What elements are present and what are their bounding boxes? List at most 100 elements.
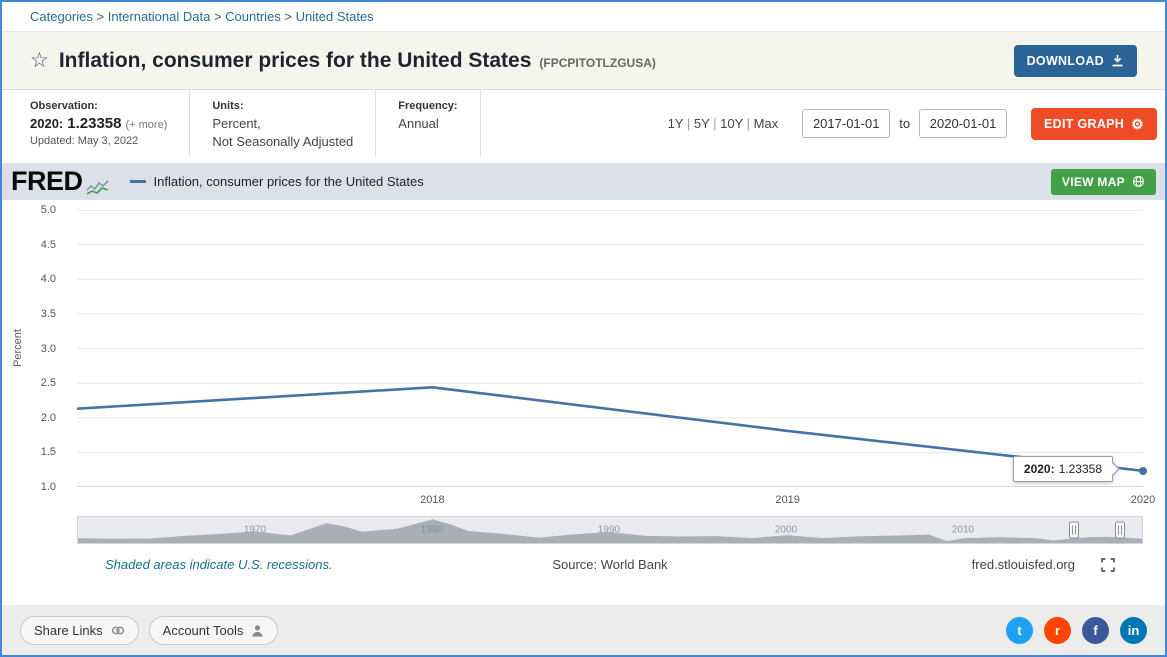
range-link-5y[interactable]: 5Y — [693, 116, 710, 131]
view-map-button[interactable]: VIEW MAP — [1050, 168, 1156, 195]
chart-legend: Inflation, consumer prices for the Unite… — [129, 174, 424, 189]
minimap-year-label: 2010 — [951, 524, 975, 536]
breadcrumb-link[interactable]: International Data — [107, 9, 211, 24]
frequency-value: Annual — [398, 116, 439, 131]
tooltip-value: 1.23358 — [1058, 461, 1102, 476]
minimap-year-label: 1970 — [243, 524, 267, 536]
x-tick-label: 2019 — [775, 494, 800, 506]
social-icons: t r f in — [1006, 616, 1147, 644]
page-title: Inflation, consumer prices for the Unite… — [58, 48, 532, 72]
minimap-year-label: 1990 — [597, 524, 621, 536]
range-link-1y[interactable]: 1Y — [667, 116, 684, 131]
updated-date: Updated: May 3, 2022 — [30, 135, 139, 147]
frequency-label: Frequency: — [398, 100, 458, 112]
range-separator: | — [709, 116, 721, 131]
breadcrumb-link[interactable]: Categories — [30, 9, 93, 24]
observation-date: 2020: — [30, 116, 64, 131]
observation-column: Observation: 2020: 1.23358 (+ more) Upda… — [30, 90, 191, 157]
link-icon — [111, 626, 124, 634]
data-point-marker[interactable] — [1139, 466, 1147, 475]
globe-icon — [1132, 175, 1145, 188]
observation-label: Observation: — [30, 100, 98, 112]
fullscreen-button[interactable] — [1101, 557, 1115, 572]
fullscreen-icon — [1101, 557, 1115, 572]
view-map-label: VIEW MAP — [1061, 174, 1125, 189]
y-axis-title: Percent — [12, 329, 24, 367]
series-id: (FPCPITOTLZGUSA) — [539, 55, 656, 70]
date-to-input[interactable] — [919, 109, 1008, 138]
fred-logo[interactable]: FRED — [11, 168, 110, 195]
slider-handle-left[interactable] — [1068, 521, 1079, 539]
graph-header-bar: FRED Inflation, consumer prices for the … — [2, 163, 1165, 200]
twitter-icon[interactable]: t — [1006, 616, 1033, 644]
chart-tooltip: 2020: 1.23358 — [1012, 455, 1113, 482]
y-tick-label: 2.0 — [40, 411, 56, 424]
range-link-10y[interactable]: 10Y — [720, 116, 744, 131]
fred-logo-text: FRED — [11, 166, 83, 196]
site-link[interactable]: fred.stlouisfed.org — [971, 557, 1075, 572]
y-tick-label: 4.0 — [40, 273, 56, 286]
breadcrumb-separator: > — [280, 9, 296, 24]
slider-handle-right[interactable] — [1114, 521, 1125, 539]
download-button[interactable]: DOWNLOAD — [1013, 44, 1137, 77]
share-links-label: Share Links — [34, 622, 103, 638]
observation-value: 1.23358 — [67, 115, 122, 132]
legend-label: Inflation, consumer prices for the Unite… — [153, 174, 424, 189]
date-range-controls: 1Y | 5Y | 10Y | Max to EDIT GRAPH ⚙ — [668, 90, 1165, 157]
linkedin-icon[interactable]: in — [1120, 616, 1147, 644]
units-column: Units: Percent, Not Seasonally Adjusted — [212, 90, 377, 157]
legend-line-swatch — [129, 180, 146, 183]
account-tools-button[interactable]: Account Tools — [148, 615, 279, 645]
facebook-icon[interactable]: f — [1082, 616, 1109, 644]
y-tick-label: 5.0 — [40, 204, 56, 216]
breadcrumb-link[interactable]: Countries — [225, 9, 281, 24]
y-tick-label: 1.5 — [40, 446, 56, 459]
source-note: Source: World Bank — [552, 557, 668, 572]
range-selector: 1Y | 5Y | 10Y | Max — [668, 116, 779, 131]
recessions-note: Shaded areas indicate U.S. recessions. — [105, 557, 333, 572]
range-separator: | — [743, 116, 754, 131]
bottom-toolbar: Share Links Account Tools t r f in — [2, 605, 1165, 655]
graph-footer: Shaded areas indicate U.S. recessions. S… — [77, 544, 1143, 572]
x-axis: 2018 2019 2020 — [77, 487, 1155, 511]
download-button-label: DOWNLOAD — [1026, 53, 1104, 68]
edit-graph-button[interactable]: EDIT GRAPH ⚙ — [1031, 107, 1157, 140]
range-link-max[interactable]: Max — [753, 116, 779, 131]
chart-area: 5.0 4.5 4.0 3.5 3.0 2.5 2.0 1.5 1.0 Percent 2020… — [2, 200, 1165, 572]
series-header: ☆ Inflation, consumer prices for the Uni… — [2, 32, 1165, 90]
units-value-line2: Not Seasonally Adjusted — [212, 133, 354, 149]
range-slider[interactable]: 1970 1980 1990 2000 2010 — [77, 516, 1143, 544]
x-tick-label: 2020 — [1130, 494, 1156, 506]
user-icon — [252, 624, 264, 636]
date-from-input[interactable] — [802, 109, 891, 138]
y-tick-label: 1.0 — [40, 481, 56, 493]
breadcrumb-separator: > — [92, 9, 108, 24]
line-chart — [77, 210, 1143, 487]
date-to-label: to — [899, 116, 911, 131]
units-value-line1: Percent, — [212, 116, 261, 131]
share-links-button[interactable]: Share Links — [20, 615, 139, 645]
range-slider-minimap — [78, 519, 1142, 543]
y-tick-label: 3.5 — [40, 307, 56, 320]
minimap-year-label: 1980 — [420, 524, 444, 536]
reddit-icon[interactable]: r — [1044, 616, 1071, 644]
breadcrumb-separator: > — [210, 9, 226, 24]
account-tools-label: Account Tools — [162, 622, 244, 638]
favorite-star-icon[interactable]: ☆ — [30, 49, 49, 72]
observation-more-link[interactable]: (+ more) — [125, 119, 168, 131]
range-separator: | — [683, 116, 694, 131]
gear-icon: ⚙ — [1131, 115, 1144, 132]
minimap-year-label: 2000 — [774, 524, 798, 536]
breadcrumb-link[interactable]: United States — [295, 9, 374, 24]
y-axis: 5.0 4.5 4.0 3.5 3.0 2.5 2.0 1.5 1.0 — [2, 200, 64, 500]
y-tick-label: 4.5 — [40, 238, 56, 251]
y-tick-label: 2.5 — [40, 377, 56, 390]
tooltip-date: 2020: — [1023, 461, 1055, 476]
series-meta-bar: Observation: 2020: 1.23358 (+ more) Upda… — [2, 90, 1165, 157]
breadcrumb: Categories > International Data > Countr… — [2, 2, 1165, 32]
plot-area[interactable]: 2020: 1.23358 — [77, 210, 1147, 487]
x-tick-label: 2018 — [420, 494, 445, 506]
download-icon — [1112, 55, 1123, 67]
units-label: Units: — [212, 100, 244, 112]
